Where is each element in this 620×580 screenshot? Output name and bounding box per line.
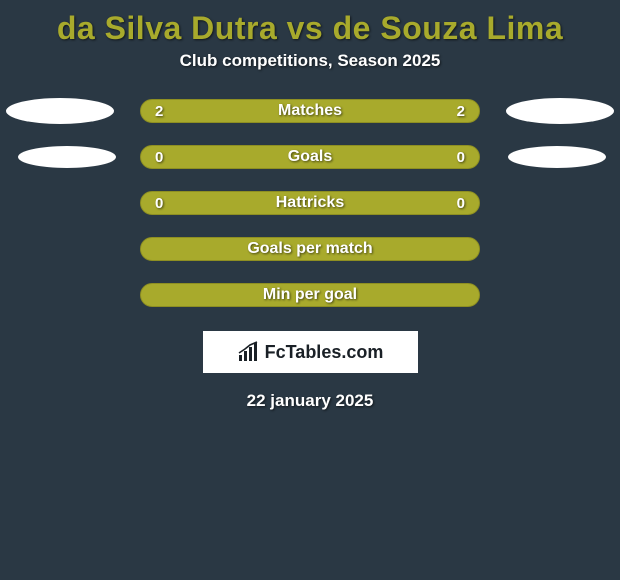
stat-label: Goals xyxy=(288,148,332,166)
stat-label: Goals per match xyxy=(247,240,372,258)
date-text: 22 january 2025 xyxy=(0,391,620,411)
stat-bar: 2 Matches 2 xyxy=(140,99,480,123)
stat-row: 0 Hattricks 0 xyxy=(0,191,620,215)
stat-value-left: 2 xyxy=(155,103,163,120)
stat-value-left: 0 xyxy=(155,149,163,166)
stat-bar: Goals per match xyxy=(140,237,480,261)
chart-icon xyxy=(237,341,261,363)
stat-rows: 2 Matches 2 0 Goals 0 0 Hattricks 0 Goals per mat… xyxy=(0,99,620,307)
stat-bar: 0 Hattricks 0 xyxy=(140,191,480,215)
player-ellipse-left xyxy=(18,146,116,168)
stat-label: Hattricks xyxy=(276,194,344,212)
stat-bar: 0 Goals 0 xyxy=(140,145,480,169)
brand-text: FcTables.com xyxy=(265,342,384,363)
player-ellipse-right xyxy=(508,146,606,168)
page-title: da Silva Dutra vs de Souza Lima xyxy=(0,0,620,51)
stat-value-left: 0 xyxy=(155,195,163,212)
player-ellipse-right xyxy=(506,98,614,124)
stat-value-right: 2 xyxy=(457,103,465,120)
stat-label: Min per goal xyxy=(263,286,357,304)
brand-box: FcTables.com xyxy=(203,331,418,373)
stat-value-right: 0 xyxy=(457,195,465,212)
page-subtitle: Club competitions, Season 2025 xyxy=(0,51,620,99)
stat-row: Goals per match xyxy=(0,237,620,261)
stat-bar: Min per goal xyxy=(140,283,480,307)
stat-row: 2 Matches 2 xyxy=(0,99,620,123)
stat-row: 0 Goals 0 xyxy=(0,145,620,169)
player-ellipse-left xyxy=(6,98,114,124)
stat-row: Min per goal xyxy=(0,283,620,307)
stat-value-right: 0 xyxy=(457,149,465,166)
stat-label: Matches xyxy=(278,102,342,120)
